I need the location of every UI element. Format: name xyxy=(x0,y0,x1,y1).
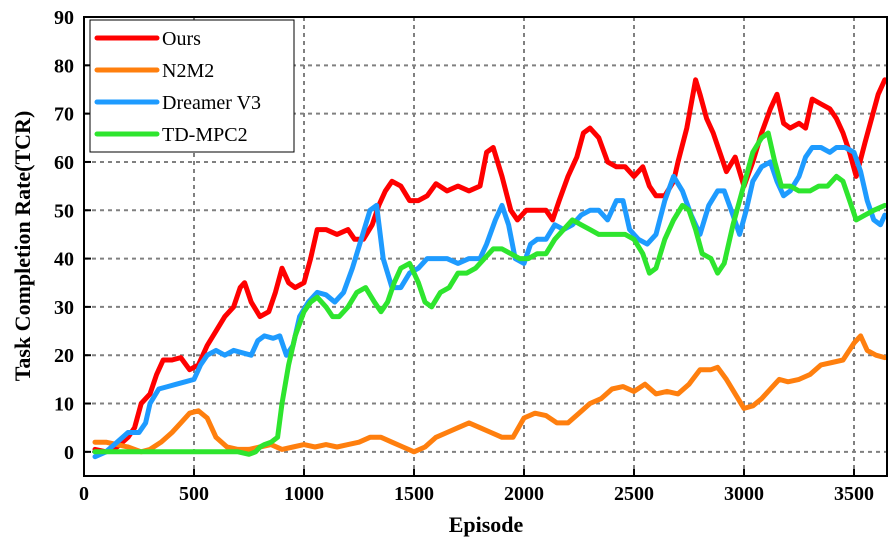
y-tick-label: 10 xyxy=(54,394,74,416)
y-tick-label: 0 xyxy=(64,442,74,464)
legend-label: TD-MPC2 xyxy=(162,124,248,146)
x-tick-label: 500 xyxy=(179,483,209,505)
legend-label: Ours xyxy=(162,28,201,50)
x-tick-label: 2500 xyxy=(614,483,654,505)
y-axis-ticks: 0 10 20 30 40 50 60 70 80 90 xyxy=(54,7,91,464)
legend-label: Dreamer V3 xyxy=(162,92,261,114)
legend: Ours N2M2 Dreamer V3 TD-MPC2 xyxy=(89,19,295,153)
x-tick-label: 2000 xyxy=(504,483,544,505)
y-tick-label: 70 xyxy=(54,104,74,126)
series-line-2 xyxy=(92,145,888,460)
x-tick-label: 1500 xyxy=(394,483,434,505)
y-tick-label: 90 xyxy=(54,7,74,29)
legend-box xyxy=(89,19,295,153)
series-line-3 xyxy=(92,130,888,457)
x-axis-label: Episode xyxy=(449,512,524,537)
y-tick-label: 20 xyxy=(54,345,74,367)
x-tick-label: 3500 xyxy=(834,483,874,505)
y-tick-label: 30 xyxy=(54,297,74,319)
x-tick-label: 3000 xyxy=(724,483,764,505)
series-line-0 xyxy=(92,77,888,455)
x-tick-label: 1000 xyxy=(284,483,324,505)
y-tick-label: 60 xyxy=(54,152,74,174)
legend-label: N2M2 xyxy=(162,60,214,82)
y-tick-label: 40 xyxy=(54,249,74,271)
y-tick-label: 50 xyxy=(54,200,74,222)
series-line-1 xyxy=(92,333,888,455)
plot-frame xyxy=(83,16,888,477)
y-axis-label: Task Completion Rate(TCR) xyxy=(10,111,35,382)
y-tick-label: 80 xyxy=(54,55,74,77)
x-axis-ticks: 0 500 1000 1500 2000 2500 3000 3500 xyxy=(79,469,874,505)
series-lines xyxy=(92,77,888,460)
x-tick-label: 0 xyxy=(79,483,89,505)
